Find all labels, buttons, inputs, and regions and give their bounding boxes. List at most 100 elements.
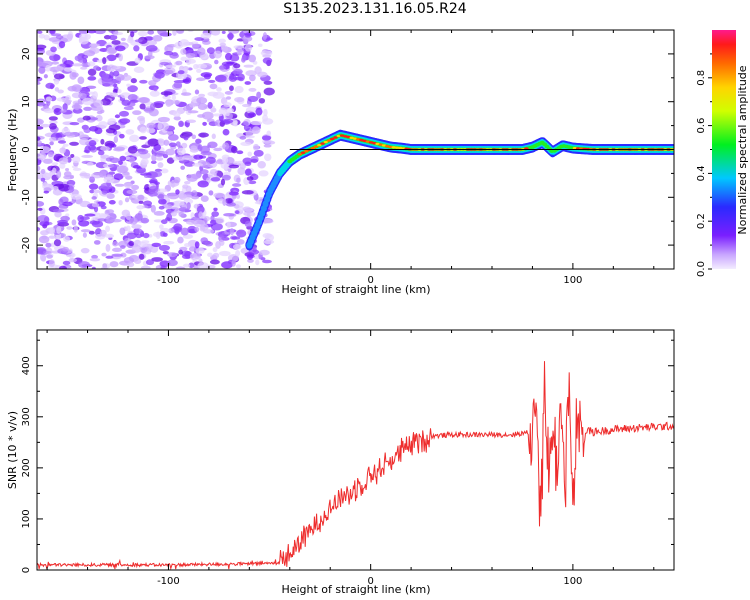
noise-blob [100,138,105,145]
noise-blob [62,260,71,266]
noise-blob [57,89,64,94]
noise-blob [156,188,168,193]
noise-blob [37,126,44,130]
noise-blob [157,116,170,123]
noise-blob [244,32,252,38]
noise-blob [48,235,56,239]
noise-blob [56,226,62,234]
noise-blob [228,74,238,82]
noise-blob [188,246,197,252]
noise-blob [88,140,97,147]
noise-blob [136,205,145,210]
noise-blob [62,99,73,103]
noise-blob [56,170,62,179]
noise-blob [181,142,188,149]
noise-blob [167,192,180,200]
noise-blob [89,43,100,47]
noise-blob [89,125,99,132]
noise-blob [211,211,220,217]
noise-blob [106,54,117,62]
noise-blob [262,114,268,122]
noise-blob [176,30,185,34]
noise-blob [138,200,144,204]
noise-blob [194,89,200,95]
noise-blob [55,133,61,138]
noise-blob [99,47,109,52]
noise-blob [262,32,268,40]
noise-blob [261,218,274,224]
ridge-core [391,146,396,149]
noise-blob [100,146,110,151]
noise-blob [101,252,107,257]
noise-blob [89,220,100,225]
ridge-core [320,142,325,145]
noise-blob [245,106,257,114]
noise-blob [181,254,192,260]
top-x-tick-label: -100 [157,275,180,286]
noise-blob [109,261,119,268]
noise-blob [258,170,269,177]
noise-blob [105,243,111,252]
noise-blob [137,115,145,121]
noise-blob [37,136,41,141]
noise-blob [172,30,177,36]
noise-blob [129,134,140,143]
noise-blob [175,60,183,66]
noise-blob [49,30,56,35]
noise-blob [88,230,95,235]
noise-blob [37,61,44,67]
noise-blob [193,154,204,160]
noise-blob [59,147,66,154]
noise-blob [242,206,252,212]
noise-blob [198,93,206,98]
noise-blob [139,103,146,110]
noise-blob [51,162,59,166]
noise-blob [185,52,196,59]
noise-blob [109,92,119,98]
noise-blob [52,167,57,175]
noise-blob [55,35,64,40]
noise-blob [213,50,222,59]
signal-ridge [245,129,674,251]
noise-blob [131,245,142,253]
noise-blob [233,161,240,166]
noise-blob [83,127,91,134]
noise-blob [146,127,156,134]
noise-blob [245,130,253,137]
noise-blob [81,154,94,158]
noise-blob [178,120,184,128]
noise-blob [50,242,56,248]
noise-blob [40,168,46,175]
noise-blob [80,229,91,233]
noise-blob [227,254,239,262]
noise-blob [157,193,165,201]
noise-blob [221,174,231,181]
noise-blob [128,240,135,247]
noise-blob [131,224,142,229]
noise-blob [266,130,272,137]
noise-blob [192,162,204,167]
bottom-axes: -100 0 100 0 100 200 300 400 [21,330,674,587]
noise-blob [212,91,225,99]
noise-blob [248,249,260,255]
noise-blob [252,126,261,134]
noise-blob [257,43,263,47]
noise-blob [160,168,169,174]
noise-blob [62,103,68,111]
noise-blob [125,129,135,135]
noise-blob [132,164,141,169]
noise-blob [263,140,276,145]
noise-blob [61,201,73,207]
noise-blob [157,140,164,144]
noise-blob [198,211,204,219]
noise-blob [151,150,157,154]
noise-blob [128,217,138,225]
noise-blob [41,60,53,67]
noise-blob [49,84,54,90]
noise-blob [231,236,241,240]
noise-blob [214,74,227,83]
noise-blob [137,36,148,45]
noise-blob [228,191,239,196]
top-x-axis-label: Height of straight line (km) [281,283,430,296]
